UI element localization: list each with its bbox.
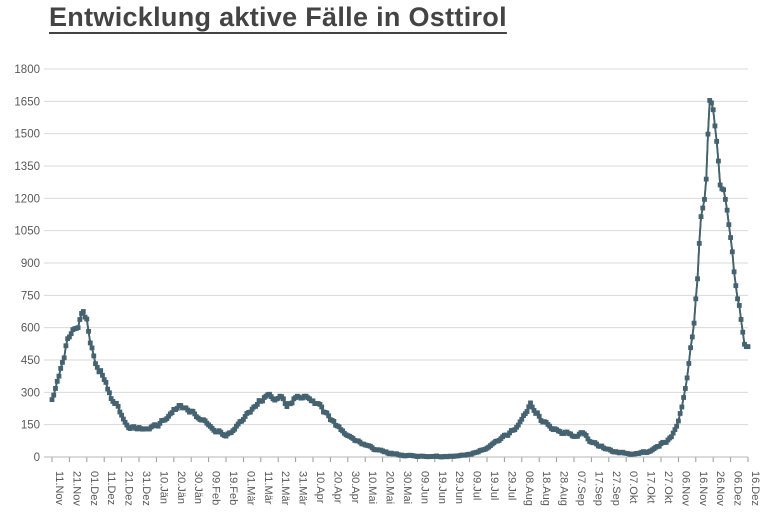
svg-text:750: 750 bbox=[21, 290, 40, 302]
svg-text:07.Sep: 07.Sep bbox=[575, 471, 587, 506]
svg-text:1200: 1200 bbox=[14, 193, 40, 205]
svg-text:26.Nov: 26.Nov bbox=[714, 471, 726, 506]
svg-text:1500: 1500 bbox=[14, 129, 40, 141]
svg-text:27.Okt: 27.Okt bbox=[662, 471, 674, 503]
svg-text:1350: 1350 bbox=[14, 161, 40, 173]
svg-text:16.Nov: 16.Nov bbox=[697, 471, 709, 506]
svg-text:07.Okt: 07.Okt bbox=[627, 471, 639, 503]
svg-text:01.Mär: 01.Mär bbox=[244, 471, 256, 506]
svg-text:30.Mai: 30.Mai bbox=[401, 471, 413, 504]
svg-text:09.Jun: 09.Jun bbox=[418, 471, 430, 504]
svg-text:600: 600 bbox=[21, 323, 40, 335]
svg-text:09.Feb: 09.Feb bbox=[210, 471, 222, 505]
svg-text:01.Dez: 01.Dez bbox=[88, 471, 100, 506]
svg-text:0: 0 bbox=[34, 452, 40, 464]
svg-text:16.Dez: 16.Dez bbox=[749, 471, 761, 506]
svg-text:19.Feb: 19.Feb bbox=[227, 471, 239, 505]
svg-text:11.Mär: 11.Mär bbox=[262, 471, 274, 505]
svg-text:11.Nov: 11.Nov bbox=[53, 471, 65, 506]
svg-text:450: 450 bbox=[21, 355, 40, 367]
svg-text:900: 900 bbox=[21, 258, 40, 270]
svg-text:150: 150 bbox=[21, 420, 40, 432]
svg-text:17.Sep: 17.Sep bbox=[592, 471, 604, 506]
svg-text:27.Sep: 27.Sep bbox=[610, 471, 622, 506]
svg-text:20.Apr: 20.Apr bbox=[331, 471, 343, 504]
svg-text:21.Dez: 21.Dez bbox=[123, 471, 135, 506]
svg-text:17.Okt: 17.Okt bbox=[645, 471, 657, 503]
svg-text:1800: 1800 bbox=[14, 64, 40, 76]
svg-text:10.Apr: 10.Apr bbox=[314, 471, 326, 504]
svg-text:06.Nov: 06.Nov bbox=[679, 471, 691, 506]
svg-text:08.Aug: 08.Aug bbox=[523, 471, 535, 506]
svg-text:10.Mai: 10.Mai bbox=[366, 471, 378, 504]
svg-text:300: 300 bbox=[21, 387, 40, 399]
svg-text:1650: 1650 bbox=[14, 96, 40, 108]
svg-text:09.Jul: 09.Jul bbox=[471, 471, 483, 500]
svg-text:20.Mai: 20.Mai bbox=[384, 471, 396, 504]
svg-text:19.Jun: 19.Jun bbox=[436, 471, 448, 504]
svg-text:21.Mär: 21.Mär bbox=[279, 471, 291, 506]
svg-text:31.Dez: 31.Dez bbox=[140, 471, 152, 506]
svg-text:11.Dez: 11.Dez bbox=[105, 471, 117, 505]
svg-text:29.Jul: 29.Jul bbox=[505, 471, 517, 500]
svg-text:30.Jän: 30.Jän bbox=[192, 471, 204, 504]
svg-text:06.Dez: 06.Dez bbox=[732, 471, 744, 506]
svg-text:30.Apr: 30.Apr bbox=[349, 471, 361, 504]
svg-text:19.Jul: 19.Jul bbox=[488, 471, 500, 500]
svg-text:28.Aug: 28.Aug bbox=[558, 471, 570, 506]
svg-text:20.Jän: 20.Jän bbox=[175, 471, 187, 504]
svg-text:29.Jun: 29.Jun bbox=[453, 471, 465, 504]
svg-text:18.Aug: 18.Aug bbox=[540, 471, 552, 506]
svg-text:10.Jän: 10.Jän bbox=[157, 471, 169, 504]
svg-text:21.Nov: 21.Nov bbox=[70, 471, 82, 506]
svg-text:31.Mär: 31.Mär bbox=[297, 471, 309, 506]
svg-text:1050: 1050 bbox=[14, 226, 40, 238]
